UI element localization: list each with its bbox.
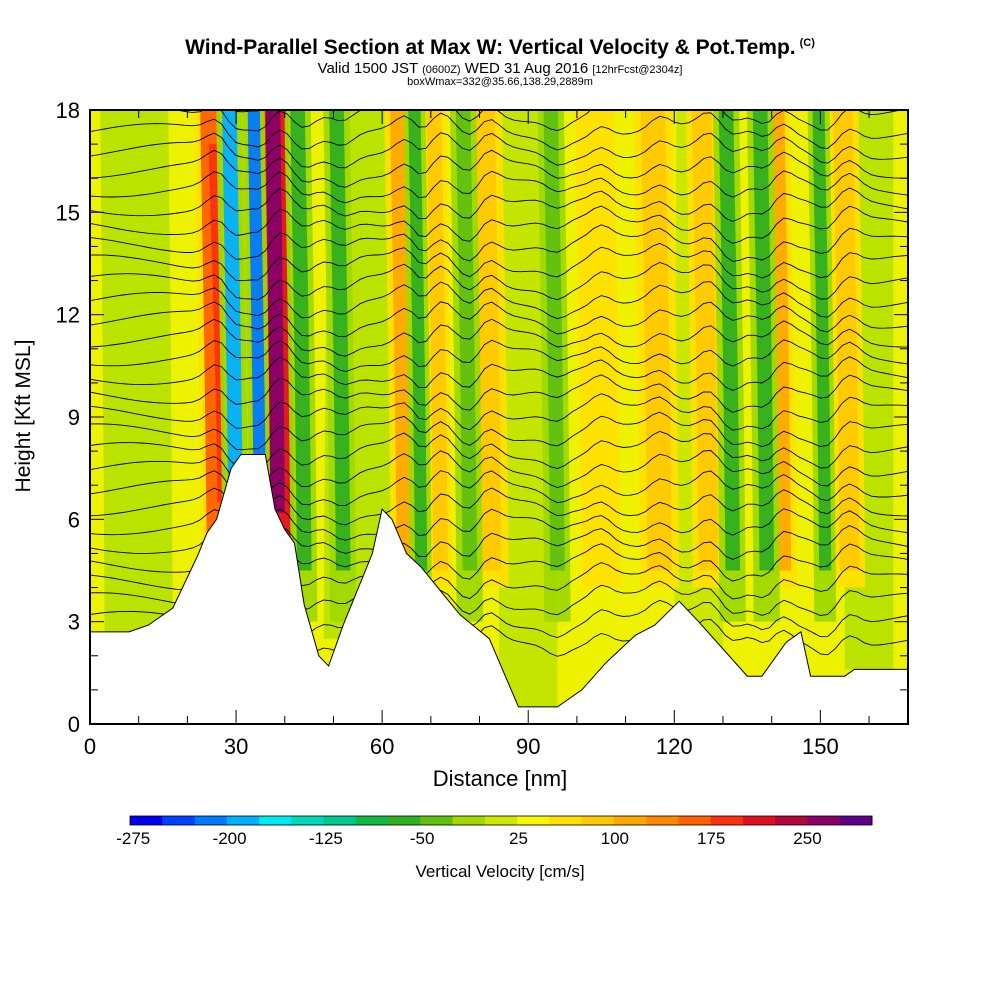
y-axis-label: Height [Kft MSL] — [12, 339, 35, 493]
isentrope-line — [90, 318, 908, 357]
colorbar-swatch — [130, 816, 163, 825]
plot-area — [90, 110, 908, 724]
colorbar-swatch — [807, 816, 841, 825]
colorbar-tick-label: 250 — [793, 829, 821, 848]
y-tick-label: 9 — [68, 405, 80, 430]
x-axis-label: Distance [nm] — [432, 766, 568, 791]
terrain-mask — [90, 454, 908, 724]
updraft-band — [833, 110, 860, 571]
colorbar-swatch — [484, 816, 518, 825]
colorbar-swatch — [355, 816, 389, 825]
isentrope-line — [90, 132, 908, 169]
y-tick-label: 18 — [56, 98, 80, 123]
colorbar-swatch — [517, 816, 550, 825]
chart-subtitle: Valid 1500 JST (0600Z) WED 31 Aug 2016 [… — [317, 60, 683, 77]
colorbar-swatch — [226, 816, 260, 825]
y-tick-label: 3 — [68, 610, 80, 635]
colorbar-tick-label: -275 — [116, 829, 150, 848]
x-tick-label: 0 — [84, 734, 96, 759]
colorbar-swatch — [678, 816, 712, 825]
isentrope-line — [90, 187, 908, 222]
updraft-band — [692, 110, 719, 571]
isentrope-line — [90, 149, 908, 188]
downdraft-band — [543, 110, 565, 571]
downdraft-band — [408, 110, 428, 571]
isentrope-line — [90, 356, 908, 391]
x-tick-label: 90 — [516, 734, 540, 759]
colorbar-tick-label: 100 — [601, 829, 629, 848]
colorbar-swatch — [710, 816, 744, 825]
chart-title: Wind-Parallel Section at Max W: Vertical… — [185, 36, 815, 59]
colorbar-swatch — [291, 816, 325, 825]
colorbar-swatch — [420, 816, 454, 825]
colorbar-tick-label: -125 — [309, 829, 343, 848]
colorbar-swatch — [162, 816, 196, 825]
isentrope-line — [90, 374, 908, 413]
updraft-band — [582, 110, 614, 571]
colorbar-swatch — [259, 816, 292, 825]
colorbar-swatch — [549, 816, 583, 825]
isentrope-line — [90, 301, 908, 338]
colorbar-swatch — [194, 816, 228, 825]
y-tick-label: 6 — [68, 507, 80, 532]
isentrope-line — [90, 470, 908, 507]
colorbar-tick-label: -200 — [213, 829, 247, 848]
isentrope-line — [90, 411, 908, 451]
isentrope-line — [90, 170, 908, 204]
isentrope-line — [90, 242, 908, 282]
downdraft-band — [455, 110, 478, 571]
downdraft-band — [222, 110, 244, 571]
x-tick-label: 30 — [224, 734, 248, 759]
colorbar-label: Vertical Velocity [cm/s] — [415, 862, 585, 881]
x-tick-label: 60 — [370, 734, 394, 759]
colorbar-tick-label: 175 — [697, 829, 725, 848]
colorbar-swatch — [742, 816, 776, 825]
isentrope-line — [90, 262, 908, 301]
downdraft-band — [812, 110, 832, 571]
colorbar-swatch — [646, 816, 679, 825]
downdraft-band — [290, 110, 312, 571]
isentrope-line — [173, 110, 904, 132]
isentrope-line — [90, 112, 908, 151]
weak-downdraft-area — [100, 110, 173, 632]
colorbar-frame — [129, 815, 873, 826]
x-tick-label: 120 — [656, 734, 693, 759]
colorbar-swatch — [323, 816, 357, 825]
isentrope-line — [90, 205, 908, 244]
colorbar-swatch — [839, 816, 873, 825]
copyright-mark: (C) — [799, 37, 815, 49]
isentrope-line — [90, 450, 908, 488]
colorbar-tick-label: 25 — [509, 829, 528, 848]
isentrope-line — [233, 110, 261, 113]
colorbar-swatch — [613, 816, 647, 825]
isentrope-line — [90, 281, 908, 320]
chart-boxinfo: boxWmax=332@35.66,138.29,2889m — [407, 76, 593, 88]
colorbar-swatch — [388, 816, 421, 825]
colorbar-swatch — [581, 816, 615, 825]
isentrope-line — [90, 430, 908, 470]
isentrope-line — [90, 224, 908, 262]
colorbar-tick-label: -50 — [410, 829, 435, 848]
downdraft-band — [752, 110, 775, 571]
y-tick-label: 0 — [68, 712, 80, 737]
isentrope-line — [90, 393, 908, 431]
colorbar-swatch — [452, 816, 486, 825]
updraft-band — [426, 110, 448, 571]
isentrope-line — [90, 339, 908, 372]
x-tick-label: 150 — [802, 734, 839, 759]
y-tick-label: 12 — [56, 303, 80, 328]
y-tick-label: 15 — [56, 200, 80, 225]
colorbar-swatch — [775, 816, 808, 825]
